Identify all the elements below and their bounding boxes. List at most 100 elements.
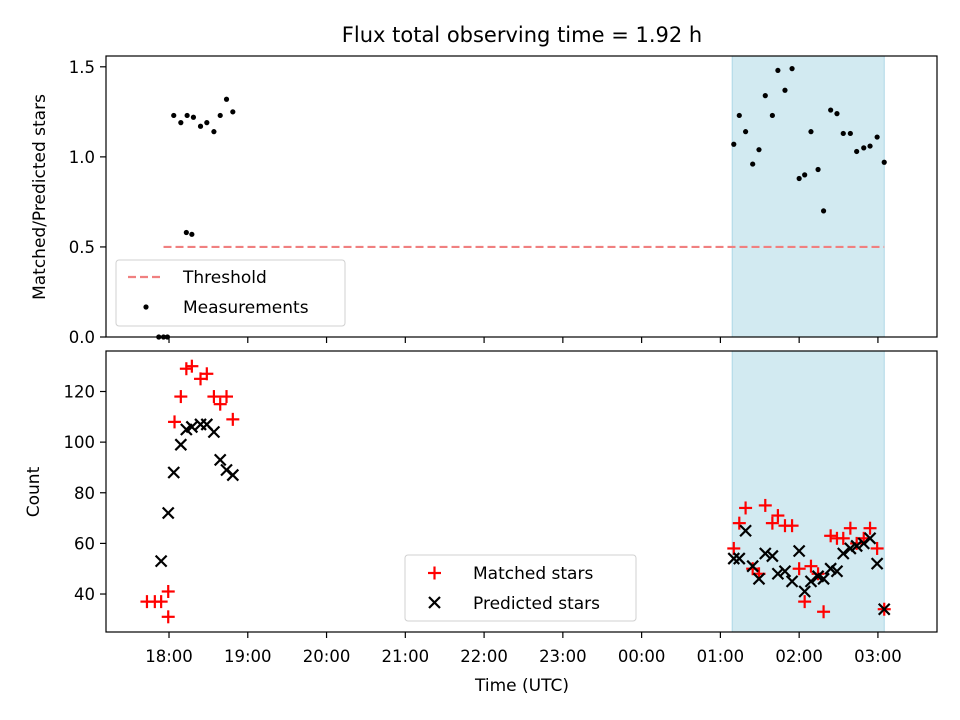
predicted-stars-point	[877, 602, 891, 616]
matched-stars-point	[758, 498, 772, 512]
matched-stars-point	[213, 397, 227, 411]
predicted-stars-point	[863, 532, 877, 545]
count-y-axis-title: Count	[24, 466, 44, 517]
ratio-legend: Threshold Measurements	[115, 259, 346, 327]
predicted-stars-point	[161, 506, 175, 520]
x-tick-label: 01:00	[697, 647, 745, 666]
predicted-stars-point	[207, 425, 221, 439]
matched-stars-point	[161, 584, 175, 598]
legend-predicted-label: Predicted stars	[473, 594, 600, 614]
x-tick-label: 18:00	[145, 647, 193, 666]
count-panel: 40 60 80 100 120 18:00 19:00 20:00 21:00 22:00 23:…	[24, 350, 938, 666]
matched-stars-point	[168, 415, 182, 429]
matched-stars-point	[836, 531, 850, 545]
measurements-point	[183, 229, 189, 236]
predicted-stars-point	[733, 552, 746, 565]
predicted-stars-point	[792, 544, 806, 558]
predicted-stars-point	[727, 552, 741, 565]
measurements-point	[881, 159, 887, 165]
predicted-stars-point	[830, 564, 844, 578]
matched-stars-point	[792, 562, 806, 576]
predicted-stars-point	[766, 549, 779, 563]
measurements-point	[189, 231, 195, 237]
predicted-stars-point	[836, 547, 850, 560]
predicted-stars-point	[167, 466, 181, 479]
legend-predicted-swatch	[428, 596, 441, 609]
measurements-point	[762, 93, 768, 99]
measurements-point	[834, 111, 840, 117]
measurements-point	[815, 166, 821, 173]
ratio-y-tick-label: 1.5	[69, 58, 95, 77]
predicted-stars-point	[850, 539, 863, 553]
predicted-stars-point	[798, 585, 811, 598]
ratio-shaded-region	[731, 55, 885, 338]
predicted-stars-point	[185, 420, 199, 434]
predicted-stars-point	[771, 567, 785, 581]
measurements-point	[867, 143, 873, 149]
predicted-stars-point	[752, 572, 766, 586]
matched-stars-point	[870, 541, 884, 555]
predicted-stars-point	[785, 575, 799, 588]
matched-stars-point	[739, 501, 753, 515]
count-legend: Matched stars Predicted stars	[404, 554, 637, 622]
predicted-stars-point	[213, 453, 227, 467]
predicted-stars-point	[804, 575, 818, 588]
measurements-point	[782, 87, 788, 93]
ratio-y-tick-label: 0.0	[69, 328, 95, 347]
ratio-legend-box	[115, 259, 346, 327]
ratio-y-tick-label: 0.5	[69, 238, 95, 257]
measurements-point	[184, 112, 190, 119]
count-y-tick-label: 100	[64, 433, 96, 452]
matched-stars-point	[174, 390, 188, 404]
matched-stars-point	[185, 359, 199, 373]
x-tick-label: 00:00	[618, 647, 666, 666]
matched-stars-point	[207, 390, 221, 404]
count-y-tick-label: 60	[74, 534, 95, 553]
measurements-point	[769, 112, 775, 119]
legend-threshold-label: Threshold	[182, 268, 267, 288]
matched-stars-point	[824, 529, 838, 543]
measurements-point	[796, 175, 802, 182]
matched-stars-point	[220, 390, 234, 404]
measurements-point	[742, 129, 749, 135]
predicted-stars-point	[870, 557, 884, 570]
predicted-stars-point	[746, 559, 759, 573]
measurements-point	[204, 120, 210, 126]
matched-stars-point	[161, 610, 175, 624]
measurements-point	[840, 130, 846, 137]
matched-stars-point	[765, 516, 779, 530]
x-tick-label: 19:00	[224, 647, 272, 666]
predicted-stars-point	[759, 547, 772, 560]
measurements-point	[775, 67, 781, 74]
legend-matched-swatch	[428, 566, 441, 580]
ratio-panel: 0.0 0.5 1.0 1.5 Matched/Predicted stars Thr…	[30, 55, 938, 347]
measurements-point	[874, 134, 880, 140]
measurements-point	[211, 129, 217, 135]
measurements-point	[808, 129, 814, 135]
measurements-point	[756, 147, 762, 153]
matched-stars-point	[179, 362, 193, 376]
ratio-y-tick-label: 1.0	[69, 148, 95, 167]
measurements-point	[190, 114, 197, 120]
legend-measurements-label: Measurements	[183, 298, 309, 318]
matched-stars-point	[727, 541, 741, 555]
count-shaded-region	[731, 350, 885, 633]
measurements-point	[854, 148, 860, 155]
chart-title: Flux total observing time = 1.92 h	[342, 23, 702, 47]
x-tick-label: 20:00	[303, 647, 351, 666]
measurements-point	[171, 112, 177, 119]
predicted-stars-point	[778, 564, 792, 578]
count-plot-frame	[105, 350, 938, 633]
matched-stars-point	[817, 605, 831, 619]
count-y-tick-label: 40	[74, 585, 95, 604]
ratio-y-axis-title: Matched/Predicted stars	[30, 94, 50, 300]
matched-stars-point	[850, 536, 864, 550]
measurements-point	[178, 120, 184, 126]
count-legend-box	[404, 554, 637, 622]
predicted-stars-point	[174, 438, 188, 451]
measurements-point	[820, 208, 827, 214]
x-tick-label: 02:00	[775, 647, 823, 666]
x-tick-label: 21:00	[382, 647, 430, 666]
measurements-point	[223, 96, 230, 102]
measurements-point	[217, 112, 223, 119]
